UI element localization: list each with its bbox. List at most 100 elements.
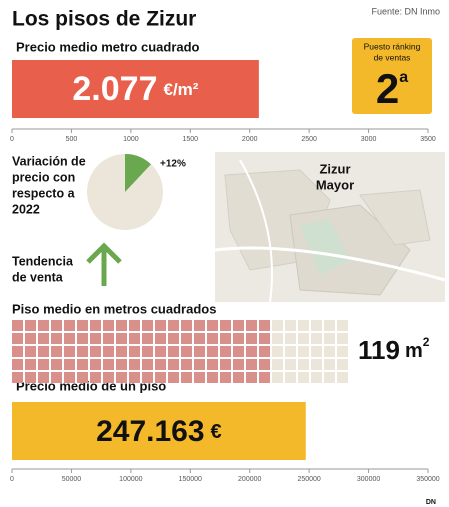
title: Los pisos de Zizur <box>12 8 196 31</box>
logo: DN <box>426 499 436 506</box>
area-square <box>285 346 296 357</box>
area-number: 119 <box>358 335 400 365</box>
area-square <box>233 333 244 344</box>
area-square <box>337 333 348 344</box>
area-square <box>220 372 231 383</box>
area-square <box>246 320 257 331</box>
x-tick-label: 1500 <box>182 136 198 143</box>
area-square <box>324 333 335 344</box>
area-square <box>64 320 75 331</box>
x-tick-label: 2000 <box>242 136 258 143</box>
area-square <box>51 333 62 344</box>
area-square <box>25 359 36 370</box>
area-square <box>38 333 49 344</box>
x-tick-label: 200000 <box>238 476 261 483</box>
area-square <box>129 346 140 357</box>
area-square <box>259 333 270 344</box>
area-square <box>12 320 23 331</box>
area-square <box>64 346 75 357</box>
area-square <box>25 372 36 383</box>
area-unit: m <box>405 340 423 362</box>
area-square <box>285 372 296 383</box>
area-square <box>51 320 62 331</box>
x-tick-label: 100000 <box>119 476 142 483</box>
area-square <box>181 372 192 383</box>
area-square <box>311 333 322 344</box>
area-square <box>220 346 231 357</box>
area-square <box>64 333 75 344</box>
area-square <box>38 372 49 383</box>
x-tick-label: 300000 <box>357 476 380 483</box>
area-square <box>220 333 231 344</box>
area-square <box>337 372 348 383</box>
area-square <box>298 359 309 370</box>
area-square <box>272 359 283 370</box>
value-label: 247.163 € <box>96 415 222 448</box>
area-square <box>90 320 101 331</box>
map-label: Zizur <box>319 161 350 176</box>
area-square <box>272 333 283 344</box>
area-square <box>246 333 257 344</box>
value-number: 247.163 <box>96 415 204 448</box>
area-value: 119 m2 <box>358 335 430 365</box>
area-square <box>220 320 231 331</box>
area-square <box>168 320 179 331</box>
area-square <box>64 372 75 383</box>
area-square <box>155 372 166 383</box>
area-square <box>103 346 114 357</box>
area-square <box>142 320 153 331</box>
area-square <box>168 346 179 357</box>
area-square <box>246 346 257 357</box>
area-square <box>207 320 218 331</box>
bar <box>12 60 259 118</box>
area-square <box>324 346 335 357</box>
area-square <box>168 333 179 344</box>
area-square <box>90 333 101 344</box>
area-square <box>298 346 309 357</box>
area-square <box>298 320 309 331</box>
area-square <box>90 359 101 370</box>
area-square <box>246 359 257 370</box>
area-square <box>25 320 36 331</box>
area-square <box>272 346 283 357</box>
area-square <box>142 333 153 344</box>
area-square <box>103 372 114 383</box>
area-square <box>285 333 296 344</box>
area-square <box>116 372 127 383</box>
area-square <box>142 359 153 370</box>
area-square <box>103 320 114 331</box>
ranking-label: de ventas <box>374 52 411 62</box>
x-tick-label: 150000 <box>179 476 202 483</box>
area-square <box>207 333 218 344</box>
x-tick-label: 250000 <box>297 476 320 483</box>
area-square <box>116 359 127 370</box>
x-tick-label: 0 <box>10 136 14 143</box>
area-square <box>233 372 244 383</box>
area-square <box>311 359 322 370</box>
area-square <box>77 359 88 370</box>
area-square <box>38 320 49 331</box>
area-square <box>64 359 75 370</box>
trend-label: de venta <box>12 270 64 284</box>
map-label: Mayor <box>316 177 354 192</box>
area-square <box>194 359 205 370</box>
area-square <box>90 372 101 383</box>
area-square <box>324 320 335 331</box>
area-square <box>259 346 270 357</box>
value-unit: €/m² <box>163 80 198 99</box>
ranking-label: Puesto ránking <box>364 41 421 51</box>
trend-arrow <box>86 242 122 286</box>
variation-label: respecto a <box>12 186 76 200</box>
area-square <box>103 359 114 370</box>
area-square <box>129 372 140 383</box>
value-label: 2.077 €/m² <box>72 70 198 108</box>
area-square <box>337 320 348 331</box>
variation-value: +12% <box>160 159 186 170</box>
area-square <box>51 372 62 383</box>
x-tick-label: 1000 <box>123 136 139 143</box>
ranking-box <box>352 38 432 114</box>
area-square <box>51 359 62 370</box>
variation-label: Variación de <box>12 154 86 168</box>
area-square <box>194 346 205 357</box>
